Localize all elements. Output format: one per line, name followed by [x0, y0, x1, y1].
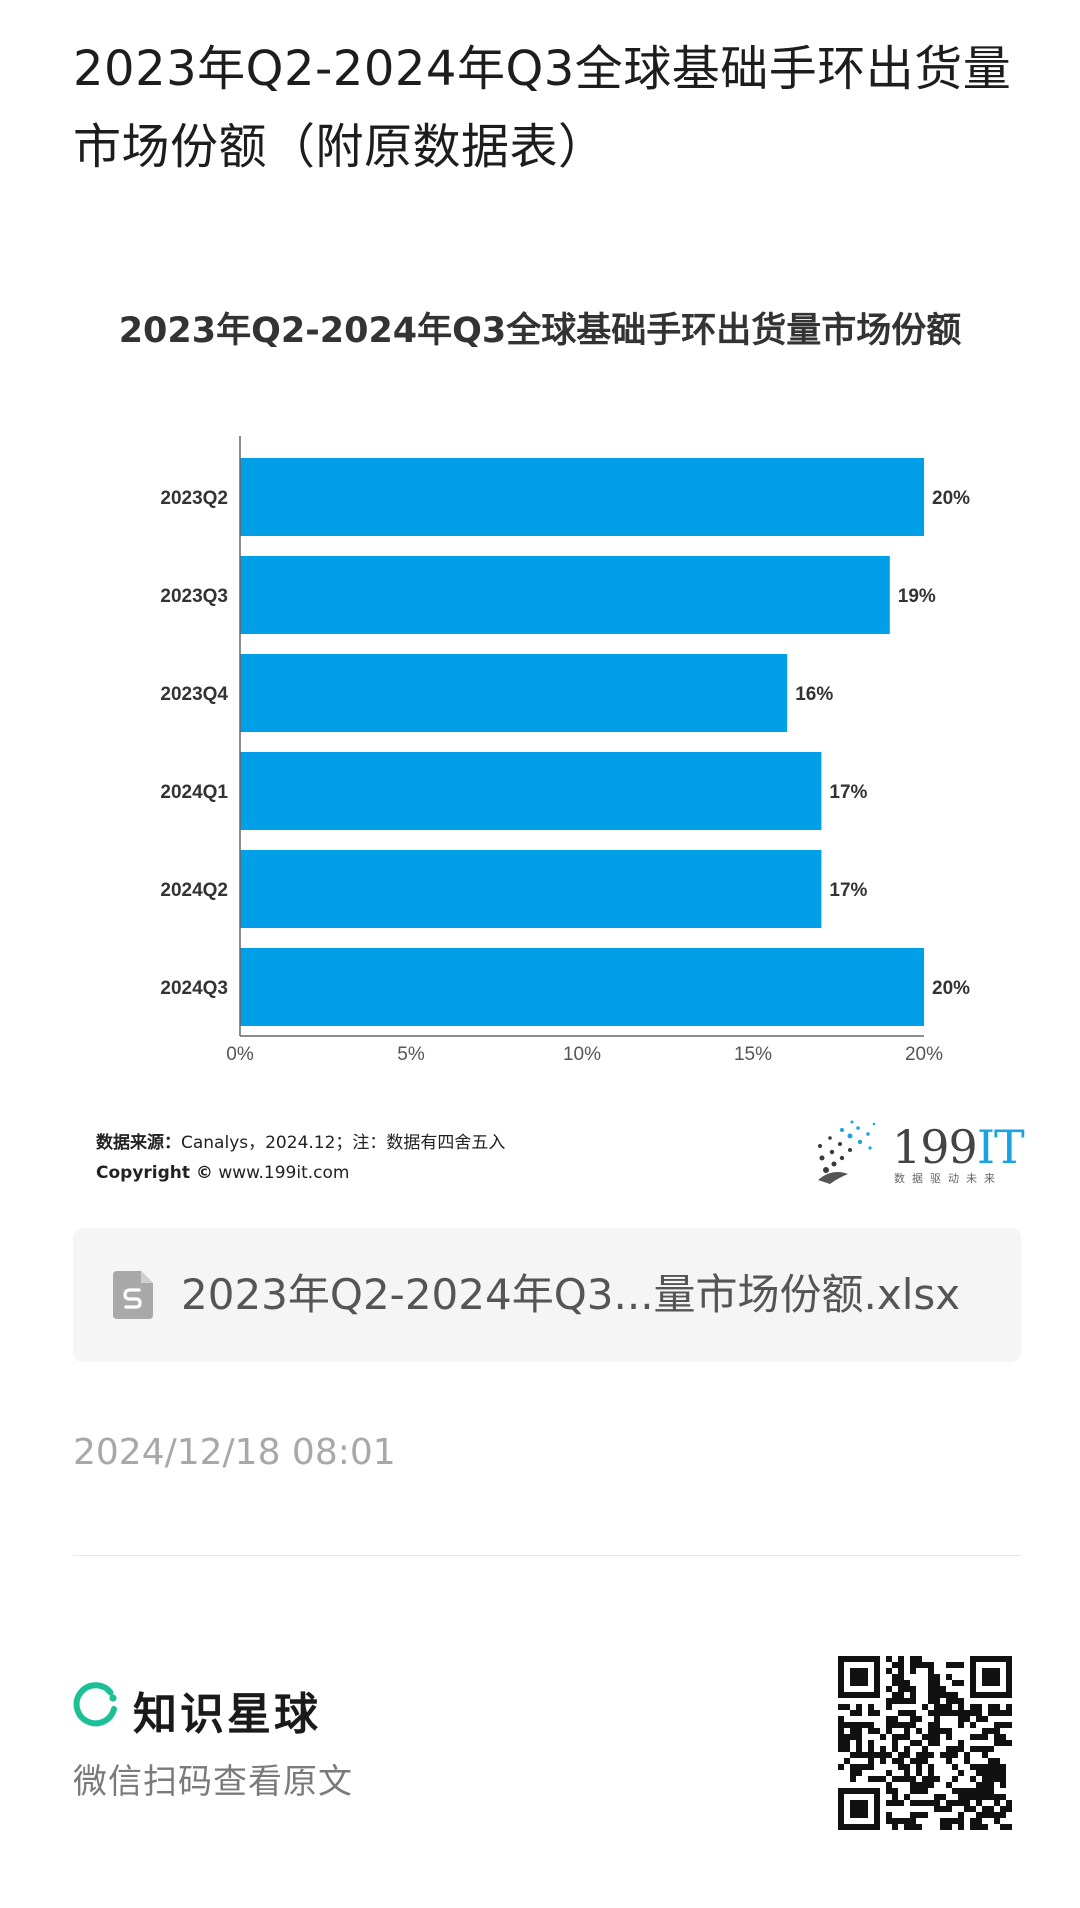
x-tick-label: 20% [905, 1044, 943, 1065]
chart: 2023年Q2-2024年Q3全球基础手环出货量市场份额 2023Q2 20% 20… [0, 280, 1080, 1200]
attachment-card[interactable]: 2023年Q2-2024年Q3...量市场份额.xlsx [73, 1228, 1021, 1362]
category-label: 2023Q2 [160, 488, 228, 509]
divider [73, 1555, 1021, 1556]
x-tick-label: 5% [397, 1044, 425, 1065]
value-label: 16% [795, 684, 833, 705]
category-label: 2024Q3 [160, 978, 228, 999]
x-tick-label: 0% [226, 1044, 254, 1065]
brand-name: 知识星球 [133, 1689, 321, 1740]
source-text: Canalys，2024.12；注：数据有四舍五入 [181, 1133, 506, 1153]
logo-199it: 199IT 数据驱动未来 [812, 1118, 1025, 1188]
page-title: 2023年Q2-2024年Q3全球基础手环出货量市场份额（附原数据表） [73, 41, 1012, 175]
logo-tagline: 数据驱动未来 [894, 1172, 1002, 1185]
bar [240, 850, 822, 928]
attachment-file-name[interactable]: 2023年Q2-2024年Q3...量市场份额.xlsx [181, 1270, 961, 1319]
logo-wordmark: 199IT [892, 1120, 1025, 1174]
category-label: 2023Q4 [160, 684, 228, 705]
source-site: www.199it.com [218, 1163, 350, 1183]
value-label: 20% [932, 488, 970, 509]
bar-chart-svg: 2023Q2 20% 2023Q3 19% 2023Q4 16% 2024Q1 17% 2024… [160, 436, 970, 1065]
chart-title: 2023年Q2-2024年Q3全球基础手环出货量市场份额 [118, 311, 962, 351]
value-label: 19% [898, 586, 936, 607]
x-tick-label: 10% [563, 1044, 601, 1065]
copyright-label: Copyright © [96, 1163, 213, 1183]
source-note: 数据来源：Canalys，2024.12；注：数据有四舍五入 Copyright… [96, 1128, 505, 1188]
bar [240, 752, 822, 830]
spreadsheet-file-icon [113, 1271, 153, 1319]
zsxq-logo-icon [73, 1682, 117, 1727]
bar [240, 654, 788, 732]
qr-code-icon[interactable] [838, 1656, 1012, 1830]
category-label: 2024Q1 [160, 782, 228, 803]
source-label: 数据来源： [96, 1133, 181, 1153]
bar [240, 556, 890, 634]
value-label: 20% [932, 978, 970, 999]
value-label: 17% [829, 782, 867, 803]
post-timestamp: 2024/12/18 08:01 [73, 1432, 396, 1473]
bar [240, 458, 924, 536]
category-label: 2023Q3 [160, 586, 228, 607]
bar [240, 948, 924, 1026]
dot-burst-logo-icon [818, 1120, 876, 1184]
scan-instruction: 微信扫码查看原文 [73, 1762, 353, 1802]
category-label: 2024Q2 [160, 880, 228, 901]
x-tick-label: 15% [734, 1044, 772, 1065]
value-label: 17% [829, 880, 867, 901]
